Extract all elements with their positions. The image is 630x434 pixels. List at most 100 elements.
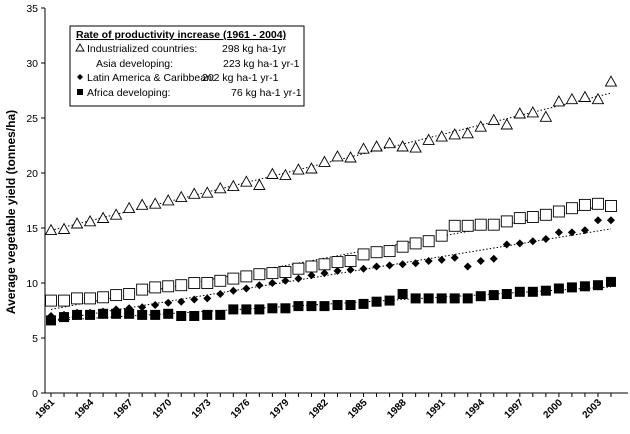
x-tick-label: 1982 — [307, 397, 331, 421]
africa-developing-point — [280, 303, 291, 314]
asia-developing-point — [305, 260, 318, 273]
asia-developing-point — [266, 267, 279, 280]
asia-developing-point — [201, 277, 214, 289]
africa-developing-point — [85, 309, 96, 320]
africa-developing-point — [527, 286, 538, 297]
industrialized-point — [435, 130, 448, 142]
industrialized-point — [148, 197, 162, 209]
africa-developing-point — [306, 301, 317, 312]
x-tick-label: 1961 — [34, 397, 58, 421]
y-tick-label: 10 — [26, 278, 38, 290]
africa-developing-point — [46, 315, 56, 326]
africa-developing-point — [345, 300, 356, 310]
latin-america-point — [398, 260, 407, 269]
industrialized-point — [187, 187, 201, 199]
africa-developing-point — [150, 309, 161, 320]
industrialized-point — [331, 150, 344, 162]
latin-america-point — [489, 254, 498, 263]
industrialized-point — [500, 118, 514, 130]
industrialized-point — [44, 223, 58, 236]
asia-developing-point — [292, 262, 305, 275]
africa-developing-point — [384, 295, 395, 306]
trendline-series-4 — [50, 286, 612, 322]
industrialized-point — [357, 142, 370, 154]
africa-developing-point — [566, 282, 577, 293]
asia-developing-point — [344, 255, 357, 267]
asia-developing-point — [461, 219, 474, 232]
latin-america-point — [346, 265, 355, 274]
asia-developing-point — [71, 292, 83, 305]
y-tick-label: 20 — [26, 168, 38, 180]
industrialized-point — [135, 198, 149, 210]
industrialized-point — [305, 162, 318, 174]
latin-america-point — [190, 295, 199, 304]
africa-developing-point — [592, 280, 603, 291]
y-axis-title: Average vegetable yield (tonnes/ha) — [4, 110, 18, 314]
asia-developing-point — [188, 277, 201, 289]
africa-developing-point — [371, 296, 382, 307]
asia-developing-point — [214, 274, 227, 287]
asia-developing-point — [318, 258, 331, 271]
africa-developing-point — [98, 308, 109, 319]
x-tick-label: 1967 — [112, 397, 136, 421]
asia-developing-point — [45, 294, 57, 307]
x-tick-label: 1970 — [151, 397, 175, 421]
x-tick-label: 2003 — [581, 397, 605, 421]
legend-square-icon — [77, 89, 83, 95]
africa-developing-point — [228, 304, 239, 315]
asia-developing-point — [409, 237, 422, 250]
asia-developing-point — [253, 268, 266, 281]
y-tick-label: 5 — [32, 333, 38, 345]
asia-developing-point — [279, 266, 292, 278]
asia-developing-point — [110, 289, 123, 302]
industrialized-point — [57, 222, 71, 234]
x-tick-label: 2000 — [541, 397, 565, 421]
industrialized-point — [448, 128, 461, 140]
legend-rate: 298 kg ha-1yr — [222, 43, 287, 55]
latin-america-point — [541, 235, 550, 243]
asia-developing-point — [97, 291, 110, 304]
latin-america-point — [476, 257, 485, 265]
africa-developing-point — [540, 285, 551, 296]
x-tick-label: 1979 — [268, 397, 292, 421]
latin-america-point — [281, 276, 290, 285]
trendline-series-3 — [50, 228, 612, 322]
africa-developing-point — [111, 308, 122, 319]
asia-developing-point — [592, 197, 604, 210]
africa-developing-point — [254, 304, 265, 315]
africa-developing-point — [449, 293, 460, 304]
latin-america-point — [151, 301, 160, 309]
latin-america-point — [229, 286, 238, 295]
asia-developing-point — [435, 229, 448, 242]
latin-america-point — [359, 264, 368, 273]
industrialized-point — [461, 126, 474, 139]
industrialized-point — [292, 163, 305, 175]
africa-developing-point — [579, 281, 590, 292]
latin-america-point — [463, 262, 472, 271]
asia-developing-point — [500, 215, 513, 228]
latin-america-point — [515, 239, 524, 248]
africa-developing-point — [410, 293, 421, 304]
asia-developing-point — [526, 211, 539, 223]
legend-rate: 202 kg ha-1 yr-1 — [202, 72, 279, 84]
africa-developing-point — [397, 289, 408, 299]
latin-america-point — [216, 290, 225, 298]
industrialized-point — [409, 141, 422, 153]
asia-developing-point — [552, 205, 565, 218]
industrialized-point — [122, 201, 136, 214]
latin-america-point — [307, 271, 316, 280]
africa-developing-point — [189, 311, 200, 321]
latin-america-point — [242, 284, 251, 293]
legend-box — [69, 25, 305, 107]
latin-america-point — [580, 226, 589, 235]
asia-developing-point — [175, 279, 188, 292]
latin-america-point — [333, 266, 342, 275]
industrialized-point — [383, 136, 396, 149]
legend-rate: 223 kg ha-1 yr-1 — [223, 58, 300, 70]
latin-america-point — [268, 279, 277, 287]
industrialized-point — [109, 208, 123, 220]
industrialized-point — [279, 168, 292, 181]
industrialized-point — [240, 175, 253, 187]
y-tick-label: 35 — [26, 3, 38, 15]
x-tick-label: 1985 — [346, 397, 370, 421]
